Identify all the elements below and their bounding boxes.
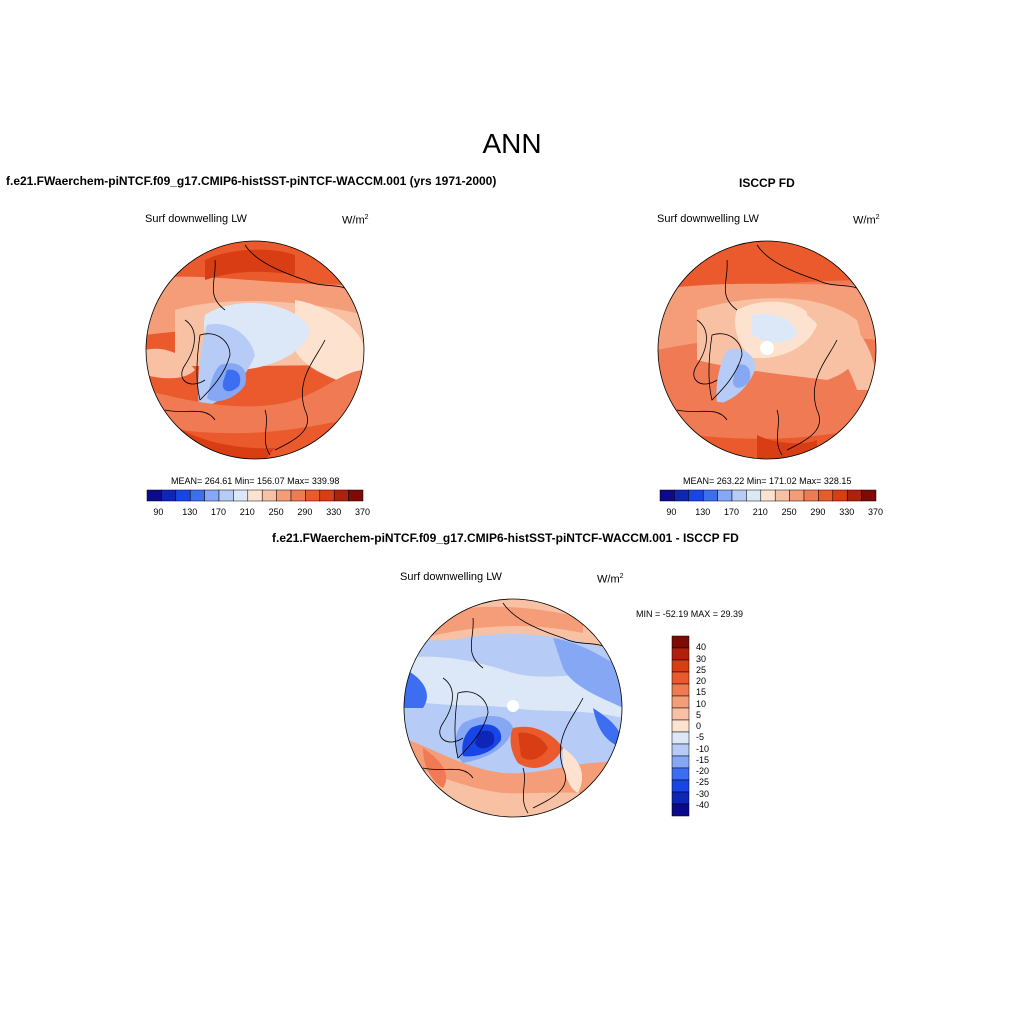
colorbar-tick-label: 20 — [696, 676, 707, 686]
colorbar-swatch — [671, 731, 690, 745]
colorbar-swatch — [189, 489, 205, 502]
colorbar-tick-label: 170 — [211, 507, 227, 517]
colorbar-tick-label: 130 — [182, 507, 198, 517]
colorbar-swatch — [789, 489, 805, 502]
colorbar-tick-label: 290 — [810, 507, 826, 517]
colorbar-swatch — [671, 695, 690, 709]
colorbar-tick-label: 90 — [153, 507, 164, 517]
colorbar-tick-label: 210 — [239, 507, 255, 517]
colorbar-swatch — [671, 647, 690, 661]
colorbar-tick-label: 10 — [696, 698, 707, 709]
colorbar-swatch — [305, 489, 321, 502]
colorbar-tick-label: 25 — [696, 664, 707, 675]
obs-polar-map — [657, 240, 877, 460]
model-panel-title: f.e21.FWaerchem-piNTCF.f09_g17.CMIP6-his… — [6, 174, 497, 188]
obs-colorbar — [659, 489, 877, 502]
colorbar-swatch — [671, 779, 690, 793]
colorbar-tick-label: -15 — [696, 754, 710, 765]
diff-colorbar-ticks: 40 30 25 20 15 10 5 0 -5 -10 -15 -20 -25 -30 -40 — [696, 636, 726, 816]
colorbar-swatch — [731, 489, 747, 502]
colorbar-tick-label: -40 — [696, 799, 710, 810]
colorbar-swatch — [175, 489, 191, 502]
diff-panel-title: f.e21.FWaerchem-piNTCF.f09_g17.CMIP6-his… — [272, 531, 739, 545]
diff-units-label: W/m2 — [597, 573, 624, 586]
colorbar-swatch — [671, 755, 690, 769]
colorbar-tick-label: 370 — [355, 507, 371, 517]
colorbar-swatch — [247, 489, 263, 502]
diff-polar-map — [403, 598, 623, 818]
colorbar-swatch — [671, 743, 690, 757]
colorbar-swatch — [333, 489, 349, 502]
colorbar-swatch — [161, 489, 177, 502]
colorbar-tick-label: 210 — [752, 507, 768, 517]
diff-variable-label: Surf downwelling LW — [400, 571, 502, 583]
colorbar-tick-label: 250 — [781, 507, 797, 517]
colorbar-swatch — [146, 489, 162, 502]
colorbar-tick-label: 290 — [297, 507, 313, 517]
colorbar-swatch — [832, 489, 848, 502]
colorbar-swatch — [671, 719, 690, 733]
model-units-label: W/m2 — [342, 214, 369, 227]
colorbar-swatch — [276, 489, 292, 502]
colorbar-tick-label: 40 — [696, 642, 707, 653]
colorbar-swatch — [671, 803, 690, 817]
colorbar-swatch — [774, 489, 790, 502]
colorbar-tick-label: 250 — [268, 507, 284, 517]
colorbar-swatch — [702, 489, 718, 502]
colorbar-swatch — [290, 489, 306, 502]
colorbar-swatch — [319, 489, 335, 502]
colorbar-tick-label: 170 — [724, 507, 740, 517]
colorbar-swatch — [760, 489, 776, 502]
model-variable-label: Surf downwelling LW — [145, 213, 247, 225]
colorbar-swatch — [348, 489, 364, 502]
colorbar-tick-label: -10 — [696, 743, 710, 754]
colorbar-tick-label: -30 — [696, 788, 710, 799]
diff-colorbar — [671, 635, 690, 817]
obs-variable-label: Surf downwelling LW — [657, 213, 759, 225]
colorbar-tick-label: 15 — [696, 687, 707, 698]
colorbar-swatch — [846, 489, 862, 502]
model-stats-text: MEAN= 264.61 Min= 156.07 Max= 339.98 — [171, 476, 340, 486]
colorbar-swatch — [818, 489, 834, 502]
colorbar-swatch — [218, 489, 234, 502]
obs-units-label: W/m2 — [853, 214, 880, 227]
colorbar-tick-label: -20 — [696, 766, 710, 776]
model-colorbar-ticks: 90 130 170 210 250 290 330 370 — [147, 507, 370, 519]
colorbar-swatch — [659, 489, 675, 502]
obs-stats-text: MEAN= 263.22 Min= 171.02 Max= 328.15 — [683, 476, 852, 486]
colorbar-swatch — [233, 489, 249, 502]
colorbar-tick-label: 5 — [696, 709, 702, 720]
model-colorbar — [146, 489, 364, 502]
colorbar-swatch — [261, 489, 277, 502]
diff-stats-text: MIN = -52.19 MAX = 29.39 — [636, 609, 744, 619]
colorbar-swatch — [671, 659, 690, 673]
colorbar-tick-label: 370 — [868, 507, 884, 517]
colorbar-swatch — [671, 635, 690, 649]
colorbar-swatch — [671, 671, 690, 685]
colorbar-swatch — [674, 489, 690, 502]
colorbar-tick-label: 90 — [666, 507, 677, 517]
obs-panel-title: ISCCP FD — [739, 176, 795, 190]
colorbar-swatch — [717, 489, 733, 502]
colorbar-swatch — [671, 791, 690, 805]
colorbar-swatch — [671, 707, 690, 721]
colorbar-tick-label: 330 — [839, 507, 855, 517]
colorbar-tick-label: 330 — [326, 507, 342, 517]
colorbar-swatch — [204, 489, 220, 502]
colorbar-tick-label: -5 — [696, 732, 705, 743]
colorbar-swatch — [861, 489, 877, 502]
figure-title: ANN — [482, 128, 542, 159]
colorbar-tick-label: 30 — [696, 653, 707, 664]
colorbar-swatch — [671, 767, 690, 781]
colorbar-swatch — [803, 489, 819, 502]
colorbar-swatch — [671, 683, 690, 697]
model-polar-map — [145, 240, 365, 460]
obs-colorbar-ticks: 90 130 170 210 250 290 330 370 — [660, 507, 883, 519]
colorbar-swatch — [746, 489, 762, 502]
colorbar-swatch — [688, 489, 704, 502]
colorbar-tick-label: -25 — [696, 777, 710, 788]
colorbar-tick-label: 130 — [695, 507, 711, 517]
colorbar-tick-label: 0 — [696, 721, 702, 731]
